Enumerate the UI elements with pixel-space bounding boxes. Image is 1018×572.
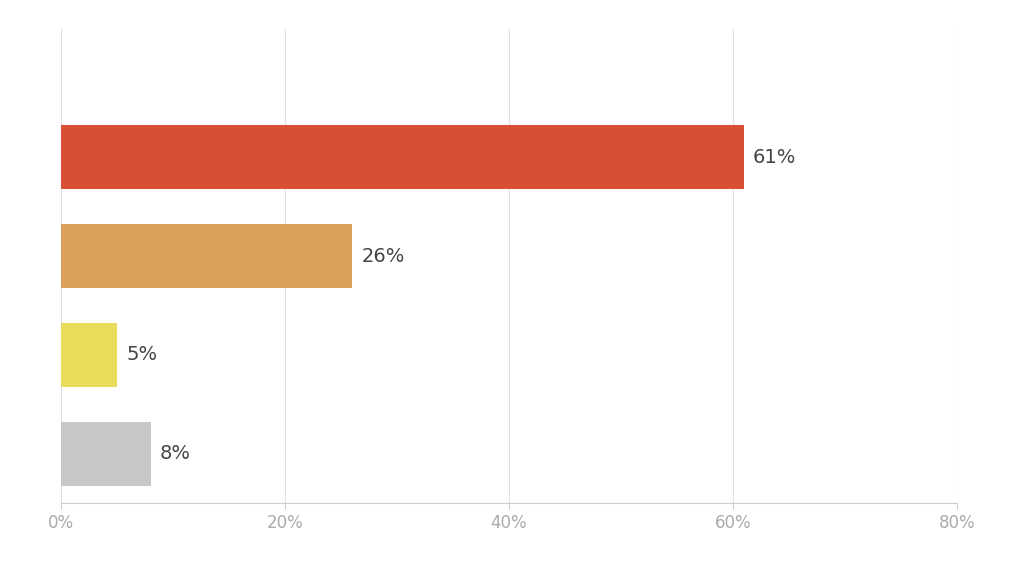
Bar <box>61 323 117 387</box>
Bar <box>61 422 151 486</box>
Text: 26%: 26% <box>361 247 404 265</box>
Bar <box>61 125 744 189</box>
Text: 5%: 5% <box>126 345 157 364</box>
Bar <box>61 224 352 288</box>
Text: 61%: 61% <box>753 148 796 166</box>
Text: 8%: 8% <box>160 444 190 463</box>
